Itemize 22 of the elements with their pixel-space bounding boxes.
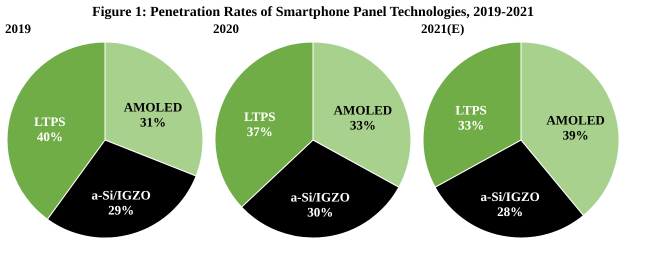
data-label: 37% [246, 124, 273, 139]
data-label: 33% [458, 117, 484, 132]
slice-label: LTPS [455, 102, 487, 118]
data-label: 33% [350, 117, 376, 132]
slice-label: AMOLED [334, 102, 392, 118]
data-label: 30% [307, 204, 334, 220]
data-label: 39% [562, 127, 589, 142]
slice-label: a-Si/IGZO [92, 188, 151, 203]
data-label: 28% [497, 204, 524, 219]
chart-subtitle: 2021(E) [421, 21, 464, 36]
data-label: 31% [140, 114, 166, 130]
slice-label: a-Si/IGZO [290, 190, 350, 205]
text: Figure 1: Penetration Rates of Smartphone Panel Technologies, 2019-2021 [92, 5, 534, 20]
chart-subtitle: 2020 [213, 21, 239, 36]
slice-label: AMOLED [546, 112, 605, 128]
slice-label: LTPS [34, 114, 66, 130]
slice-label: a-Si/IGZO [480, 188, 540, 204]
data-label: 40% [36, 129, 63, 144]
slice-label: AMOLED [124, 99, 182, 114]
data-label: 29% [108, 202, 134, 218]
chart-subtitle: 2019 [5, 21, 32, 36]
slice-label: LTPS [244, 108, 276, 124]
